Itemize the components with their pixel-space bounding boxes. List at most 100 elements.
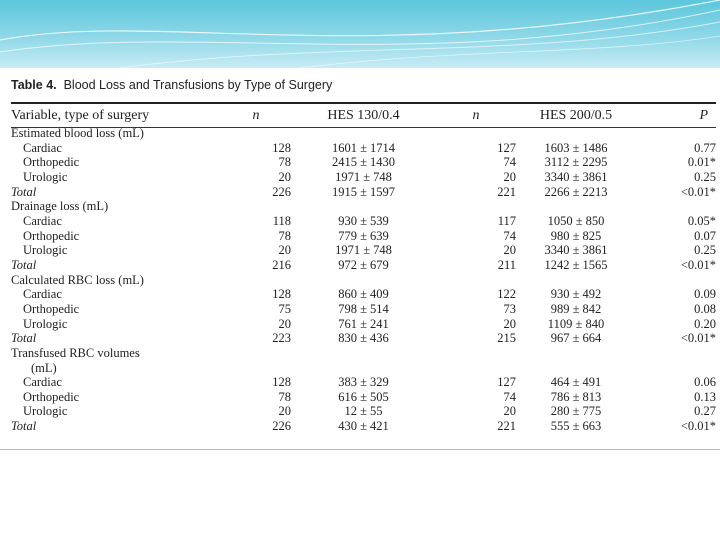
document-bottom-edge [0, 449, 720, 450]
row-label: (mL) [31, 360, 57, 375]
cell-n-hes200: 122 [497, 287, 516, 302]
cell-n-hes200: 74 [503, 228, 517, 243]
section-heading-row: Calculated RBC loss (mL) [11, 273, 716, 288]
cell-n-hes130: 20 [278, 243, 292, 258]
cell-n-hes130: 118 [272, 213, 291, 228]
cell-n-hes130: 226 [272, 184, 291, 199]
top-rule [11, 102, 716, 104]
table-row: Urologic 20 12 ± 55 20 280 ± 775 0.27 [11, 404, 716, 419]
table-body: Estimated blood loss (mL) Cardiac 128 1601 … [11, 126, 716, 434]
cell-hes130: 1971 ± 748 [335, 243, 392, 258]
banner-swoosh-graphic [0, 0, 720, 68]
row-label: Estimated blood loss (mL) [11, 126, 144, 140]
cell-n-hes200: 74 [503, 389, 517, 404]
total-row: Total 226 430 ± 421 221 555 ± 663 <0.01* [11, 419, 716, 434]
row-label: Cardiac [23, 375, 62, 390]
cell-n-hes130: 20 [278, 169, 292, 184]
cell-n-hes130: 128 [272, 375, 291, 390]
cell-hes200: 980 ± 825 [550, 228, 602, 243]
header-n-hes200: n [472, 108, 480, 123]
slide-header-banner [0, 0, 720, 68]
cell-hes130 [291, 346, 436, 361]
scanned-table-document: Table 4. Blood Loss and Transfusions by … [8, 68, 720, 450]
cell-n-hes200 [436, 361, 516, 376]
cell-p-value: 0.20 [694, 316, 716, 331]
total-row: Total 226 1915 ± 1597 221 2266 ± 2213 <0.01* [11, 185, 716, 200]
cell-hes130: 1971 ± 748 [335, 169, 392, 184]
cell-n-hes200 [436, 199, 516, 214]
cell-hes200: 3340 ± 3861 [544, 169, 608, 184]
row-label: Cardiac [23, 140, 62, 155]
row-label: Orthopedic [23, 301, 80, 316]
cell-hes200: 3340 ± 3861 [544, 243, 608, 258]
cell-n-hes200: 20 [503, 169, 517, 184]
cell-p-value: 0.27 [694, 404, 716, 419]
blood-loss-table: Variable, type of surgery n HES 130/0.4 … [11, 106, 716, 434]
row-label: Cardiac [23, 213, 62, 228]
cell-n-hes200: 215 [497, 331, 516, 346]
cell-n-hes130: 20 [278, 316, 292, 331]
cell-hes130: 860 ± 409 [338, 287, 389, 302]
cell-p-value: 0.05* [687, 213, 716, 228]
cell-n-hes130: 20 [278, 404, 292, 419]
cell-p-value: <0.01* [680, 257, 716, 272]
cell-hes200: 1109 ± 840 [547, 316, 605, 331]
cell-p-value: 0.25 [694, 243, 716, 258]
cell-n-hes130: 128 [272, 140, 291, 155]
cell-hes130: 930 ± 539 [338, 213, 389, 228]
cell-p-value: <0.01* [680, 331, 716, 346]
table-row: Urologic 20 1971 ± 748 20 3340 ± 3861 0.25 [11, 243, 716, 258]
header-rule [11, 127, 716, 128]
cell-n-hes130: 78 [278, 389, 292, 404]
cell-p-value: 0.08 [694, 301, 716, 316]
cell-hes200: 1242 ± 1565 [544, 257, 608, 272]
cell-n-hes130: 226 [272, 419, 291, 434]
cell-n-hes200: 74 [503, 155, 517, 170]
row-label: Orthopedic [23, 228, 80, 243]
header-p-value: P [699, 108, 708, 123]
table-row: Cardiac 128 383 ± 329 127 464 ± 491 0.06 [11, 375, 716, 390]
row-label: Orthopedic [23, 389, 80, 404]
cell-n-hes130: 128 [272, 287, 291, 302]
section-heading-row: Estimated blood loss (mL) [11, 126, 716, 141]
total-row: Total 216 972 ± 679 211 1242 ± 1565 <0.01* [11, 258, 716, 273]
row-label: Total [11, 184, 37, 199]
cell-hes200: 989 ± 842 [550, 301, 602, 316]
row-label: Drainage loss (mL) [11, 199, 109, 214]
cell-n-hes200 [436, 346, 516, 361]
row-label: Urologic [23, 243, 68, 258]
row-label: Transfused RBC volumes [11, 345, 140, 360]
cell-hes130: 761 ± 241 [338, 316, 389, 331]
cell-n-hes130 [221, 346, 291, 361]
cell-p-value: 0.13 [694, 389, 716, 404]
cell-hes200: 786 ± 813 [550, 389, 602, 404]
cell-hes130: 1601 ± 1714 [331, 140, 396, 155]
cell-p-value: 0.01* [687, 155, 716, 170]
table-row: Urologic 20 761 ± 241 20 1109 ± 840 0.20 [11, 317, 716, 332]
row-label: Urologic [23, 404, 68, 419]
table-row: Orthopedic 78 616 ± 505 74 786 ± 813 0.13 [11, 390, 716, 405]
row-label: Calculated RBC loss (mL) [11, 272, 144, 287]
section-heading-row: (mL) [11, 361, 716, 376]
cell-n-hes200 [436, 273, 516, 288]
cell-n-hes200: 127 [497, 375, 516, 390]
cell-hes130: 972 ± 679 [338, 257, 389, 272]
section-heading-row: Transfused RBC volumes [11, 346, 716, 361]
cell-n-hes130: 78 [278, 228, 292, 243]
cell-hes200 [516, 361, 636, 376]
cell-n-hes200: 117 [497, 213, 516, 228]
cell-n-hes200: 127 [497, 140, 516, 155]
cell-p-value: 0.06 [694, 375, 716, 390]
header-hes130: HES 130/0.4 [327, 108, 400, 123]
cell-hes200 [516, 273, 636, 288]
cell-hes130: 12 ± 55 [344, 404, 383, 419]
cell-hes130: 2415 ± 1430 [331, 155, 396, 170]
cell-hes200: 555 ± 663 [550, 419, 602, 434]
cell-p-value: 0.09 [694, 287, 716, 302]
row-label: Total [11, 331, 37, 346]
cell-hes200 [516, 126, 636, 141]
section-heading-row: Drainage loss (mL) [11, 199, 716, 214]
cell-hes130: 616 ± 505 [338, 389, 389, 404]
cell-n-hes200: 20 [503, 316, 517, 331]
cell-p-value: <0.01* [680, 419, 716, 434]
